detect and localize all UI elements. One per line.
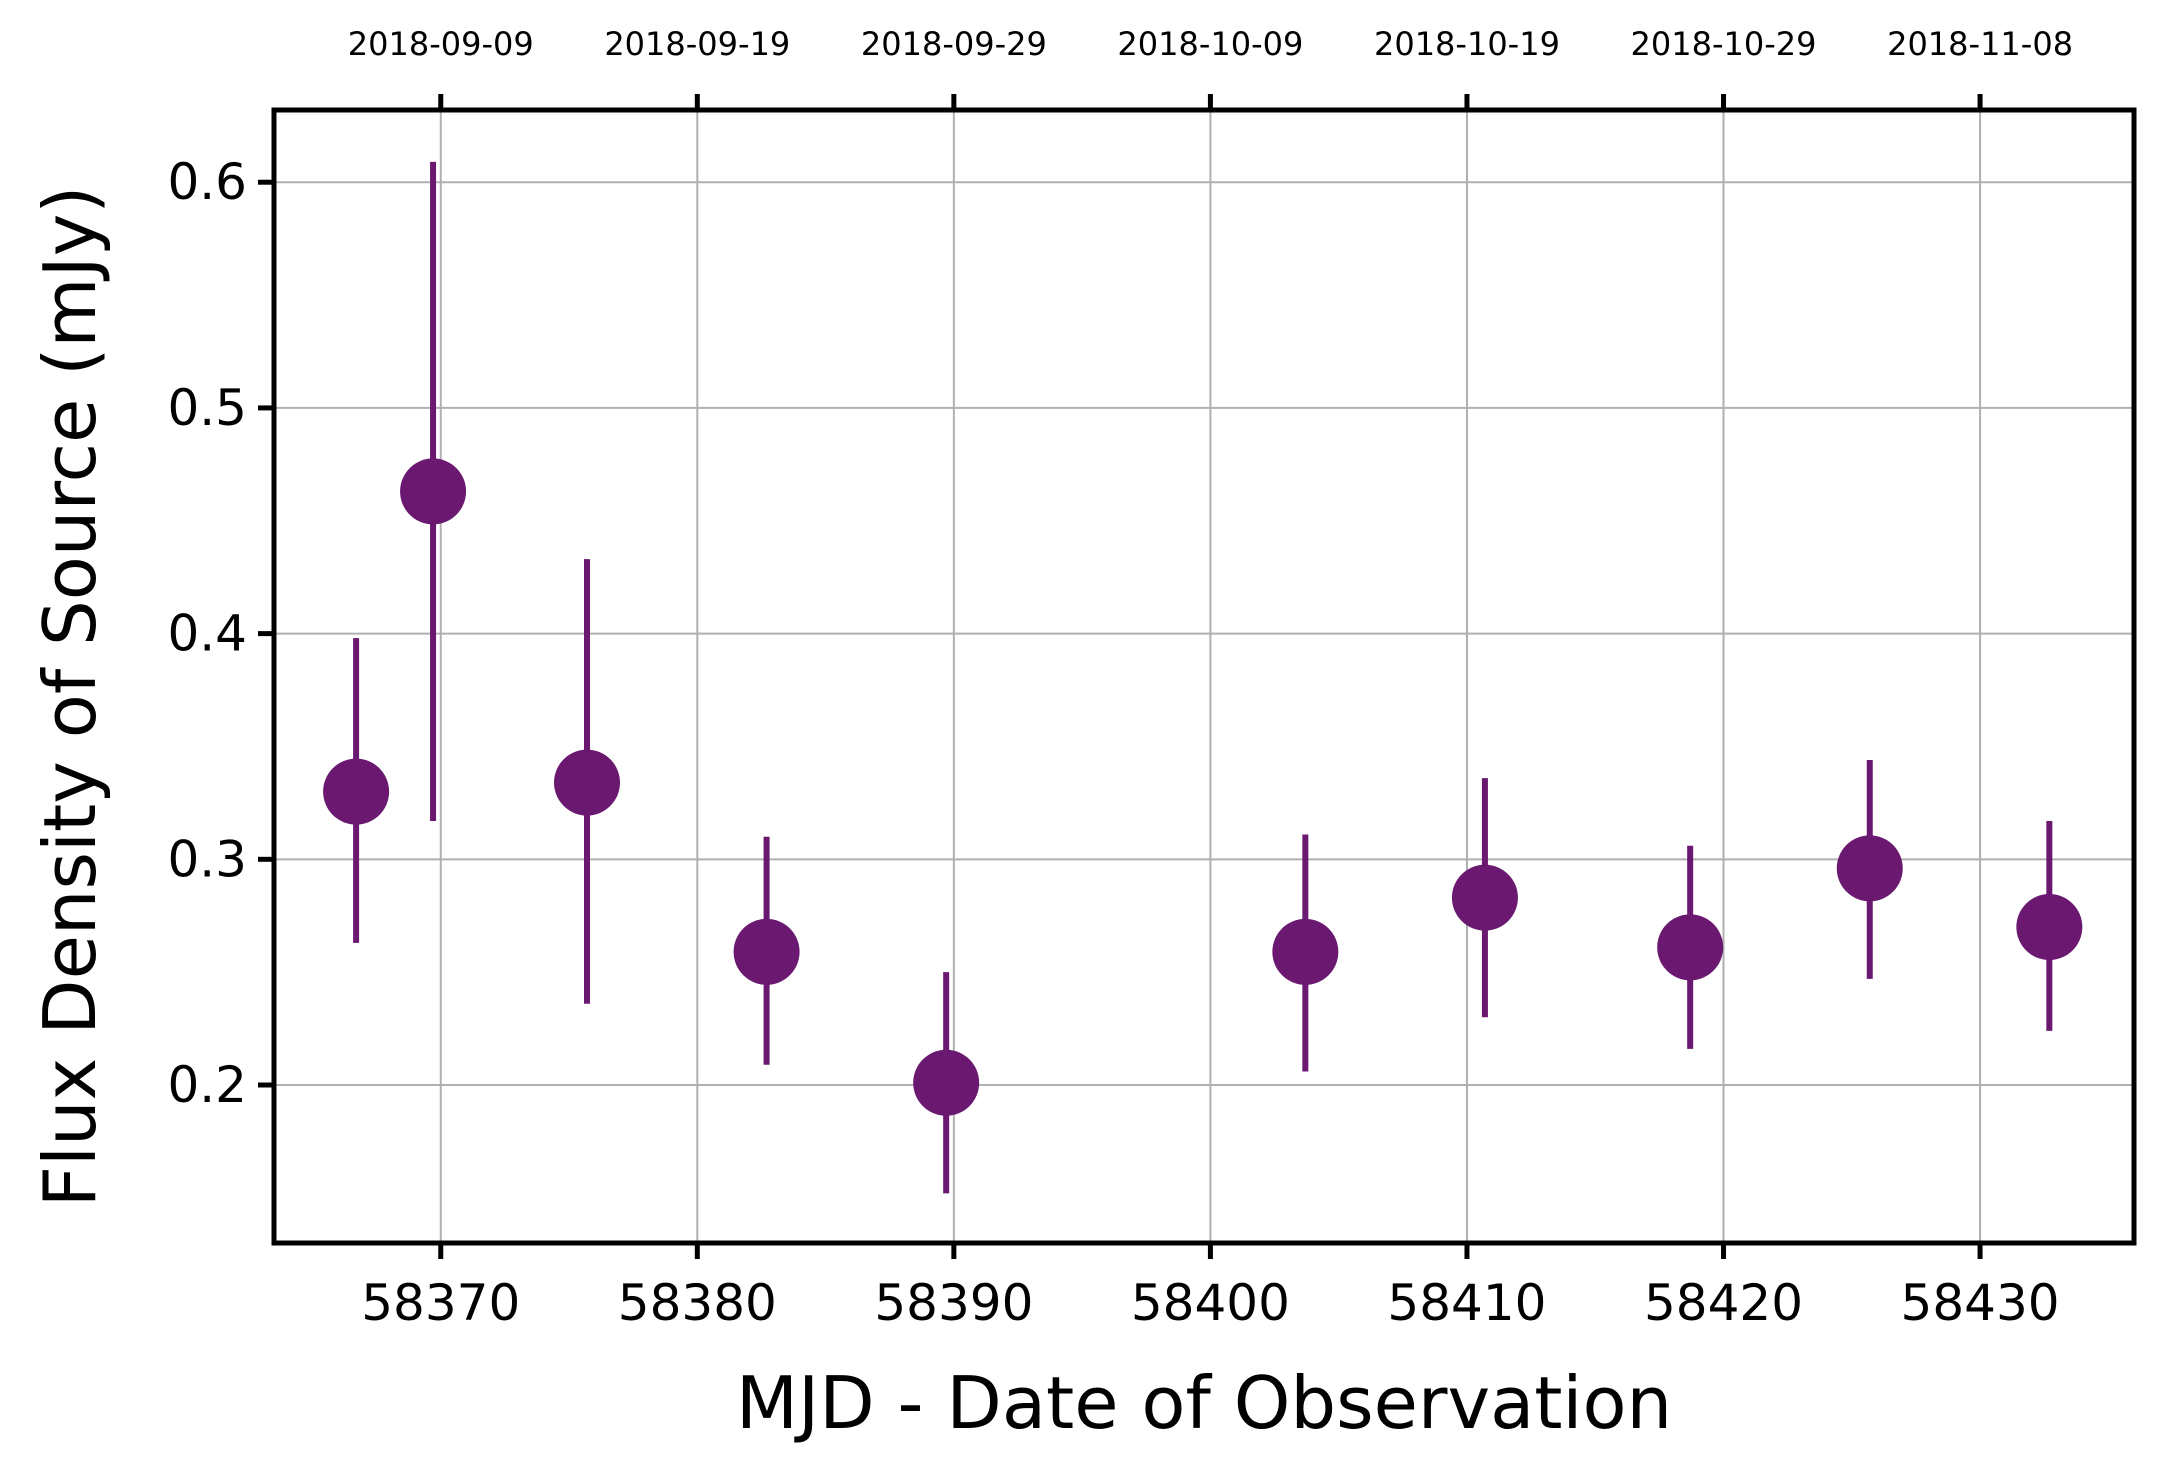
plot-frame — [271, 107, 2137, 1246]
x-tick-label: 58390 — [874, 1274, 1033, 1332]
data-point — [2016, 894, 2083, 961]
x-tick-label: 58370 — [361, 1274, 520, 1332]
top-date-label: 2018-10-19 — [1374, 25, 1560, 63]
top-date-label: 2018-10-29 — [1631, 25, 1817, 63]
top-date-label: 2018-09-19 — [604, 25, 790, 63]
data-point — [913, 1049, 980, 1116]
data-point — [733, 918, 800, 985]
y-tick-label: 0.3 — [167, 830, 247, 888]
y-tick-label: 0.2 — [167, 1056, 247, 1114]
grid-lines — [274, 110, 2134, 1243]
x-axis-ticks: 58370 58380 58390 58400 58410 58420 58430 — [361, 1243, 2060, 1332]
top-date-label: 2018-10-09 — [1117, 25, 1303, 63]
x-tick-label: 58400 — [1131, 1274, 1290, 1332]
data-point — [323, 758, 390, 825]
x-tick-label: 58430 — [1901, 1274, 2060, 1332]
top-date-label: 2018-09-09 — [348, 25, 534, 63]
data-point — [1451, 864, 1518, 931]
y-axis-ticks: 0.2 0.3 0.4 0.5 0.6 — [167, 153, 274, 1114]
data-point — [1272, 918, 1339, 985]
top-date-axis-ticks: 2018-09-09 2018-09-19 2018-09-29 2018-10-09… — [348, 25, 2073, 110]
x-axis-label: MJD - Date of Observation — [736, 1361, 1672, 1445]
top-date-label: 2018-11-08 — [1887, 25, 2073, 63]
data-point — [1836, 835, 1903, 902]
x-tick-label: 58410 — [1387, 1274, 1546, 1332]
y-axis-label: Flux Density of Source (mJy) — [28, 186, 112, 1208]
y-tick-label: 0.4 — [167, 605, 247, 663]
data-point — [1657, 914, 1724, 981]
y-tick-label: 0.6 — [167, 153, 247, 211]
x-tick-label: 58380 — [618, 1274, 777, 1332]
y-tick-label: 0.5 — [167, 379, 247, 437]
data-points — [323, 161, 2083, 1194]
x-tick-label: 58420 — [1644, 1274, 1803, 1332]
top-date-label: 2018-09-29 — [861, 25, 1047, 63]
data-point — [400, 458, 467, 525]
data-point — [553, 749, 620, 816]
